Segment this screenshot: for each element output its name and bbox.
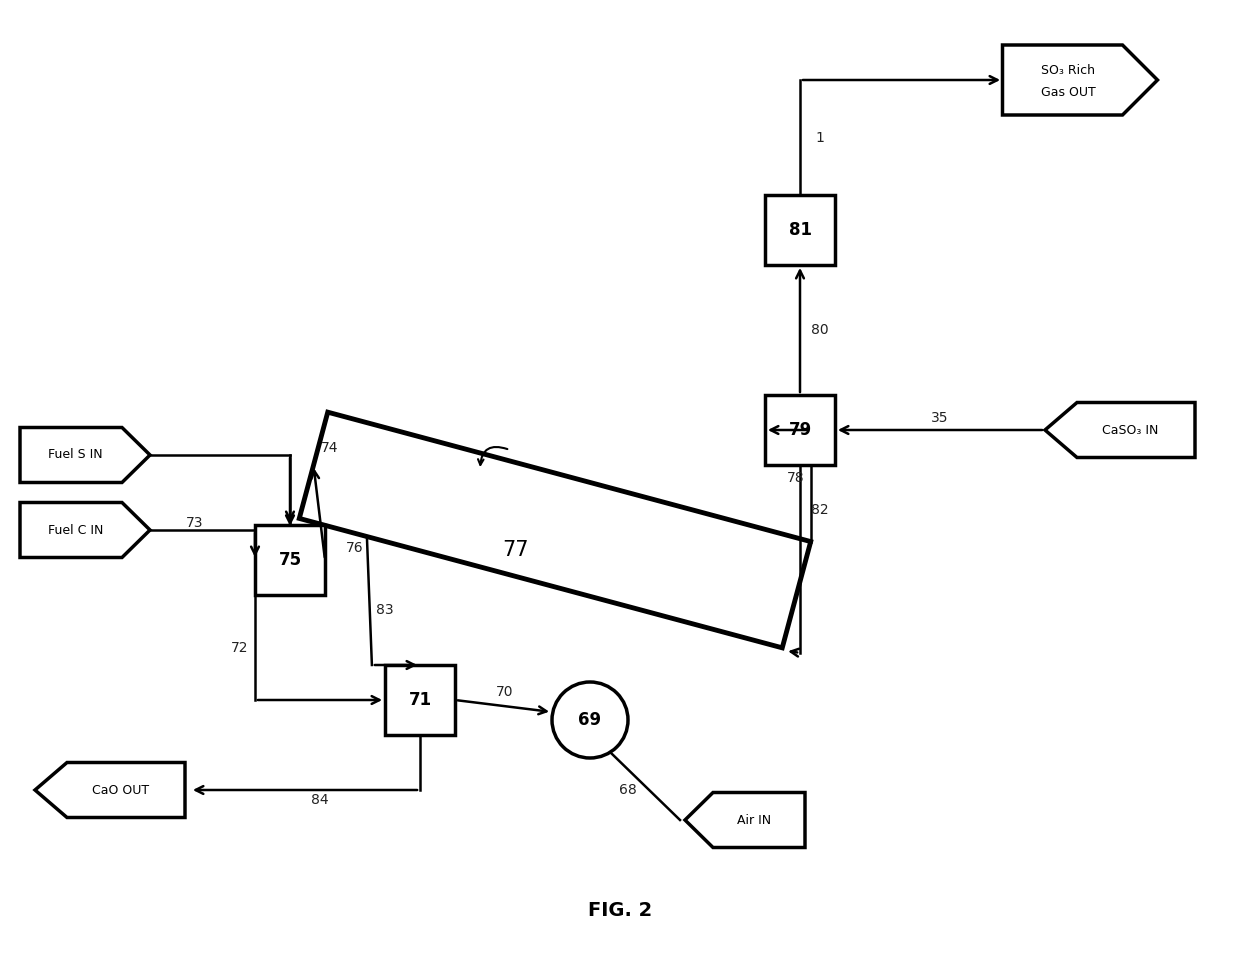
Polygon shape xyxy=(20,503,150,557)
Text: 70: 70 xyxy=(496,685,513,699)
Text: CaO OUT: CaO OUT xyxy=(92,783,149,797)
Polygon shape xyxy=(299,412,811,648)
Text: 71: 71 xyxy=(408,691,432,709)
Text: Fuel S IN: Fuel S IN xyxy=(48,449,103,461)
Text: 73: 73 xyxy=(186,516,203,530)
Text: 69: 69 xyxy=(578,711,601,729)
Text: 1: 1 xyxy=(816,131,825,145)
Text: 84: 84 xyxy=(311,793,329,807)
Text: 80: 80 xyxy=(811,323,828,337)
Text: Air IN: Air IN xyxy=(738,814,771,826)
Polygon shape xyxy=(684,793,805,848)
Polygon shape xyxy=(1002,45,1157,115)
Text: 79: 79 xyxy=(789,421,812,439)
Text: 78: 78 xyxy=(787,471,805,485)
Text: Gas OUT: Gas OUT xyxy=(1040,86,1096,99)
Text: 82: 82 xyxy=(811,503,828,517)
Text: CaSO₃ IN: CaSO₃ IN xyxy=(1102,424,1159,436)
Polygon shape xyxy=(35,762,185,818)
Bar xyxy=(765,395,835,465)
Text: 68: 68 xyxy=(619,783,637,797)
Polygon shape xyxy=(1045,403,1195,457)
Text: 72: 72 xyxy=(231,641,249,655)
Text: Fuel C IN: Fuel C IN xyxy=(48,524,103,536)
Text: 77: 77 xyxy=(502,540,528,560)
Text: 35: 35 xyxy=(931,411,949,425)
Polygon shape xyxy=(20,428,150,482)
Text: FIG. 2: FIG. 2 xyxy=(588,900,652,920)
Text: 74: 74 xyxy=(321,441,339,455)
Text: 76: 76 xyxy=(346,541,363,555)
Bar xyxy=(765,195,835,265)
Text: SO₃ Rich: SO₃ Rich xyxy=(1042,63,1095,77)
Text: 83: 83 xyxy=(376,603,394,617)
Bar xyxy=(384,665,455,735)
Text: 75: 75 xyxy=(279,551,301,569)
Text: 81: 81 xyxy=(789,221,811,239)
Circle shape xyxy=(552,682,627,758)
Bar xyxy=(255,525,325,595)
